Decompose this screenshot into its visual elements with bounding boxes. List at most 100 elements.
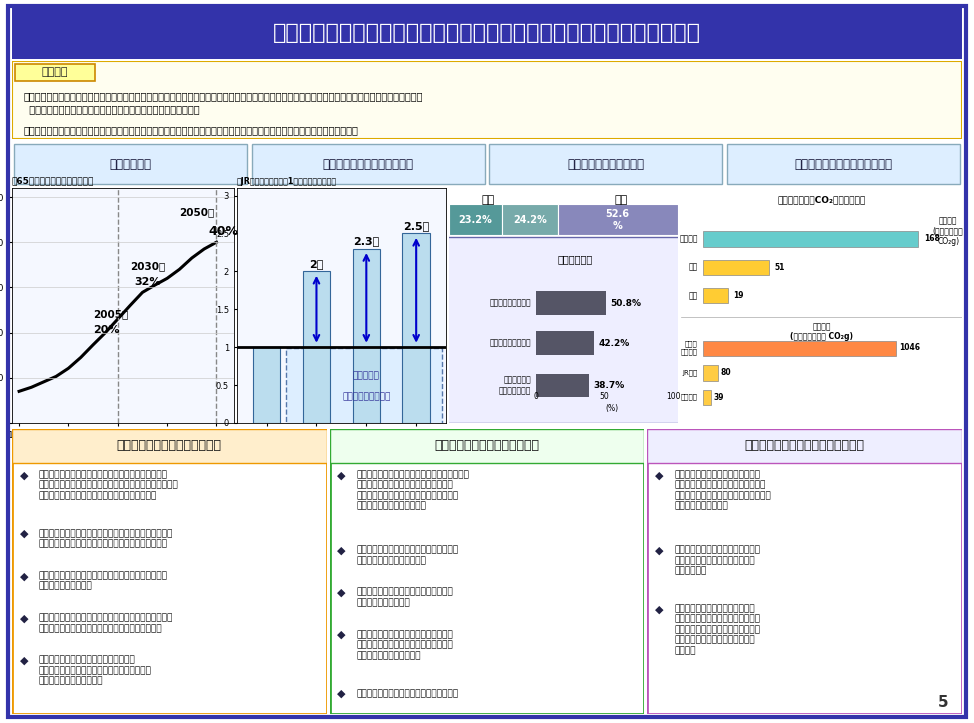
Text: 国の補助制度は、予算を拡充するとともに、地域の協議
会の自主的な取組み対して一括交付する仕組みへ。: 国の補助制度は、予算を拡充するとともに、地域の協議 会の自主的な取組み対して一括… <box>38 614 172 633</box>
Text: 「幹線交通網の総点検」により、今
後の幹線交通体系を総合的な視点
から再検討。: 「幹線交通網の総点検」により、今 後の幹線交通体系を総合的な視点 から再検討。 <box>674 546 760 576</box>
Text: 39: 39 <box>713 393 724 401</box>
Bar <box>557 205 678 235</box>
Text: 鉄道: 鉄道 <box>689 291 697 300</box>
Text: 法律、予算、税制を組み合わせた通勤交通
のグリーン化を推進すべき。: 法律、予算、税制を組み合わせた通勤交通 のグリーン化を推進すべき。 <box>356 546 459 565</box>
Bar <box>536 291 606 315</box>
Text: バリアフリー未整備: バリアフリー未整備 <box>342 392 391 401</box>
Text: 19: 19 <box>733 291 744 300</box>
Text: ＜輸送機関別のCO₂排出原単位＞: ＜輸送機関別のCO₂排出原単位＞ <box>777 195 866 204</box>
Text: ◆: ◆ <box>19 529 28 539</box>
Bar <box>353 249 380 423</box>
Text: ◆: ◆ <box>19 614 28 623</box>
Bar <box>536 331 594 355</box>
Bar <box>703 260 768 275</box>
Text: 20%: 20% <box>94 325 120 335</box>
Text: 公共交通機関の充実: 公共交通機関の充実 <box>490 299 532 307</box>
Text: 割高な運賃: 割高な運賃 <box>353 372 380 380</box>
FancyBboxPatch shape <box>14 144 247 184</box>
Text: 内航海運: 内航海運 <box>681 394 697 401</box>
Text: 出典：厚労省統計、国立社会保障・人口問題研究所予測資料: 出典：厚労省統計、国立社会保障・人口問題研究所予測資料 <box>12 453 120 460</box>
Text: ◆: ◆ <box>19 571 28 581</box>
Text: 経済的誘因（インセンティブ）等により、環境
にやさしい交通体系の実現が必要。自転
車、バス、路面電車、鉄道などが充実した
「歩いて暮らせるまち」へ。: 経済的誘因（インセンティブ）等により、環境 にやさしい交通体系の実現が必要。自転… <box>356 470 469 510</box>
Text: 2005年: 2005年 <box>94 309 129 319</box>
Text: 住民、自治体、交通企業などの地域の関係者が望ましい
姿を構想し、持続可能な方策を構築することが基本。: 住民、自治体、交通企業などの地域の関係者が望ましい 姿を構想し、持続可能な方策を… <box>38 529 172 548</box>
Text: 地域の活力を引き出す交通網の充実: 地域の活力を引き出す交通網の充実 <box>745 440 865 453</box>
Bar <box>253 347 281 423</box>
Text: 具体的ニーズ: 具体的ニーズ <box>557 254 592 264</box>
Bar <box>449 205 503 235</box>
Text: 不満: 不満 <box>614 195 627 205</box>
Text: JR貨物: JR貨物 <box>683 369 697 376</box>
Text: 小規模の移動
サービスの実現: 小規模の移動 サービスの実現 <box>499 376 532 395</box>
Text: 2.3倍: 2.3倍 <box>354 236 380 246</box>
Text: 高齢化の進展: 高齢化の進展 <box>109 158 152 171</box>
Text: 国の支援措置は地域の自主性を尊重することを基本に
拡充・再構築が必要。: 国の支援措置は地域の自主性を尊重することを基本に 拡充・再構築が必要。 <box>38 571 168 591</box>
Text: バス: バス <box>689 262 697 272</box>
Text: ◆: ◆ <box>656 546 663 555</box>
Text: 貨物輸送
(トンキロ当たり CO₂g): 貨物輸送 (トンキロ当たり CO₂g) <box>790 322 853 341</box>
Text: 38.7%: 38.7% <box>594 381 625 390</box>
FancyBboxPatch shape <box>12 429 326 714</box>
Text: 80: 80 <box>721 368 731 377</box>
FancyBboxPatch shape <box>285 348 442 424</box>
Text: 42.2%: 42.2% <box>599 338 630 348</box>
Text: 都市内、都市間の交通網は、日本
国民のみならず、訪日外国人にとっ
ても必要であり、世界の公共財。日
本発の新しい交通技術を海外にも
普及へ。: 都市内、都市間の交通網は、日本 国民のみならず、訪日外国人にとっ ても必要であり… <box>674 604 760 655</box>
Bar <box>703 390 710 406</box>
Bar <box>703 231 918 247</box>
Text: (%): (%) <box>605 404 618 414</box>
Text: ◆: ◆ <box>19 470 28 480</box>
Text: 効率的な物流機関を荷主が選択する能力
や誘因の充実により貨物輸送の自営転換
やモーダルシフトを推進。: 効率的な物流機関を荷主が選択する能力 や誘因の充実により貨物輸送の自営転換 やモ… <box>356 630 453 660</box>
Text: 50.8%: 50.8% <box>611 299 641 307</box>
Text: ◆: ◆ <box>337 689 346 699</box>
Text: 1046: 1046 <box>899 343 919 352</box>
Text: 経済的誘因や交通規制の活用による都市
部の渋滞対策が必要。: 経済的誘因や交通規制の活用による都市 部の渋滞対策が必要。 <box>356 588 453 607</box>
Bar <box>503 205 557 235</box>
Text: 交通基本法の制定と関連施策の充実に向けて　－中間整理のポイント－: 交通基本法の制定と関連施策の充実に向けて －中間整理のポイント－ <box>273 23 701 43</box>
Text: 2030年: 2030年 <box>130 261 165 271</box>
FancyBboxPatch shape <box>727 144 960 184</box>
Text: 公共交通の低いサービス水準: 公共交通の低いサービス水準 <box>322 158 414 171</box>
Text: 乗継・アクセス向上: 乗継・アクセス向上 <box>490 338 532 348</box>
Text: 環境にやさしい交通体系の実現: 環境にやさしい交通体系の実現 <box>434 440 540 453</box>
FancyBboxPatch shape <box>648 429 962 463</box>
Text: 2倍: 2倍 <box>310 259 323 269</box>
FancyBboxPatch shape <box>12 61 962 139</box>
Text: 地球環境問題への対応の必要性: 地球環境問題への対応の必要性 <box>795 158 892 171</box>
FancyBboxPatch shape <box>648 429 962 714</box>
Text: 51: 51 <box>774 262 785 272</box>
Text: 168: 168 <box>924 234 940 244</box>
Text: ・環境にやさしい交通手段に転換していくと同時に、交通網の充実により地域の活性化につなげていくことが必要ではないか。: ・環境にやさしい交通手段に転換していくと同時に、交通網の充実により地域の活性化に… <box>23 126 358 136</box>
FancyBboxPatch shape <box>489 144 723 184</box>
Text: ◆: ◆ <box>337 630 346 640</box>
FancyBboxPatch shape <box>12 429 326 463</box>
Text: 自家用車: 自家用車 <box>679 234 697 244</box>
Text: 環境負荷の少ない都市・国土構造に誘導。: 環境負荷の少ない都市・国土構造に誘導。 <box>356 689 459 698</box>
Text: ・くるまを使える者と使えない者の間に発生している「交通の格差社会」を解消し、急速な高齢化が進むなかで人々の社会参加の機会を確保していくた
  めには、移動する権: ・くるまを使える者と使えない者の間に発生している「交通の格差社会」を解消し、急速… <box>23 91 423 114</box>
FancyBboxPatch shape <box>329 429 645 463</box>
Text: 営業用
トラック: 営業用 トラック <box>681 341 697 355</box>
Text: 2.5倍: 2.5倍 <box>403 221 430 231</box>
Text: 23.2%: 23.2% <box>459 215 493 225</box>
Text: 24.2%: 24.2% <box>513 215 546 225</box>
Text: ◆: ◆ <box>19 656 28 666</box>
Text: ＜65歳以上（高齢人口）比率＞: ＜65歳以上（高齢人口）比率＞ <box>12 177 94 186</box>
Text: 公共交通に対する不満度: 公共交通に対する不満度 <box>567 158 645 171</box>
Bar <box>402 234 430 423</box>
Text: 旅客輸送
(人キロ当たり
CO₂g): 旅客輸送 (人キロ当たり CO₂g) <box>933 216 963 246</box>
Bar <box>703 288 728 303</box>
FancyBboxPatch shape <box>447 237 680 423</box>
Text: ◆: ◆ <box>337 470 346 480</box>
Text: 満足: 満足 <box>481 195 495 205</box>
Text: ◆: ◆ <box>656 470 663 480</box>
FancyBboxPatch shape <box>329 429 645 714</box>
Text: 40%: 40% <box>208 226 239 239</box>
Text: 32%: 32% <box>134 277 161 287</box>
Bar <box>703 341 896 356</box>
Text: 2050年: 2050年 <box>179 207 214 217</box>
Text: 52.6
%: 52.6 % <box>606 209 630 231</box>
Bar <box>303 271 330 423</box>
Bar <box>536 374 589 397</box>
FancyBboxPatch shape <box>15 64 95 81</box>
Text: 問題意識: 問題意識 <box>41 67 68 77</box>
Text: 50: 50 <box>600 393 610 401</box>
